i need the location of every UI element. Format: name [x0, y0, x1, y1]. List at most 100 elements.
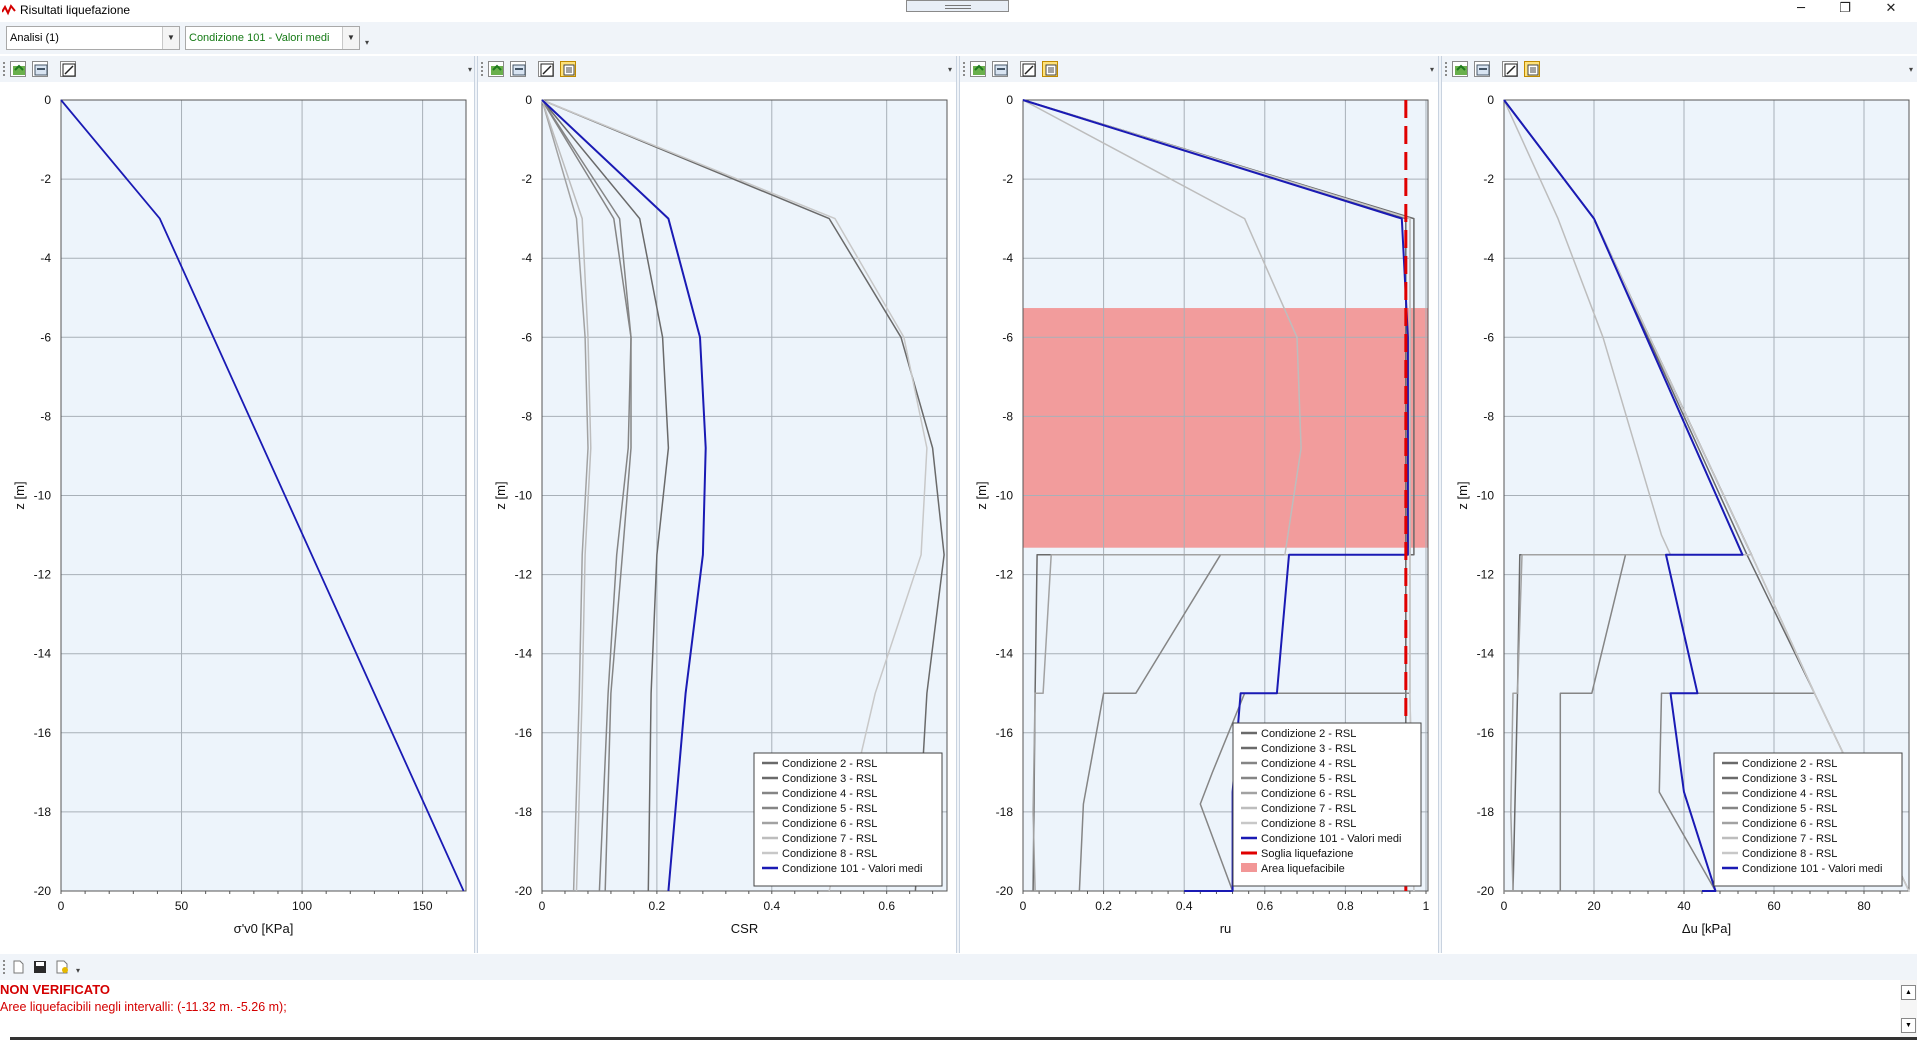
x-tick-label: 0.6 — [1256, 899, 1273, 913]
panel-toolbar: ▾ — [1442, 56, 1917, 82]
report-icon[interactable] — [54, 959, 70, 975]
legend-swatch — [1241, 863, 1257, 872]
chevron-down-icon[interactable]: ▼ — [342, 27, 359, 49]
y-tick-label: -20 — [34, 884, 52, 898]
panel-csr: ▾ 0 0.2 0.4 0.6 0 -2 -4 -6 -8 -10 -12 -14 -16 -18 -20 C… — [478, 56, 956, 953]
chevron-down-icon[interactable]: ▼ — [162, 27, 179, 49]
legend-toggle-icon[interactable] — [560, 61, 576, 77]
export-image-icon[interactable] — [488, 61, 504, 77]
copy-chart-icon[interactable] — [510, 61, 526, 77]
y-tick-label: -10 — [515, 489, 533, 503]
export-image-icon[interactable] — [10, 61, 26, 77]
legend-label: Condizione 4 - RSL — [782, 788, 877, 800]
save-icon[interactable] — [32, 959, 48, 975]
legend-toggle-icon[interactable] — [1042, 61, 1058, 77]
grip-icon[interactable] — [963, 62, 965, 76]
toolbar-overflow-icon[interactable]: ▾ — [365, 38, 370, 47]
window-title: Risultati liquefazione — [20, 3, 131, 17]
legend-label: Condizione 8 - RSL — [782, 848, 877, 860]
y-tick-label: -10 — [34, 489, 52, 503]
grip-icon[interactable] — [1445, 62, 1447, 76]
y-tick-label: -18 — [996, 805, 1014, 819]
y-tick-label: -20 — [1477, 884, 1495, 898]
y-tick-label: -8 — [521, 409, 532, 423]
bottom-border — [10, 1037, 1917, 1040]
y-tick-label: -8 — [40, 409, 51, 423]
grip-icon[interactable] — [3, 62, 5, 76]
status-panel: NON VERIFICATO Aree liquefacibili negli … — [0, 980, 1917, 1041]
legend: Condizione 2 - RSL Condizione 3 - RSL Cond… — [1232, 722, 1422, 887]
series-line-2 — [541, 99, 670, 892]
legend-label: Soglia liquefazione — [1261, 848, 1353, 860]
copy-chart-icon[interactable] — [992, 61, 1008, 77]
y-tick-label: -20 — [515, 884, 533, 898]
grip-icon[interactable] — [481, 62, 483, 76]
x-axis-label: σ'v0 [KPa] — [234, 921, 294, 936]
series-line-5 — [541, 99, 589, 892]
status-scrollbar[interactable]: ▲ ▼ — [1900, 980, 1917, 1037]
y-tick-label: -4 — [1002, 251, 1013, 265]
legend-label: Condizione 6 - RSL — [1261, 788, 1356, 800]
y-tick-label: -16 — [515, 726, 533, 740]
legend-label: Condizione 2 - RSL — [1742, 758, 1837, 770]
y-tick-label: -6 — [40, 330, 51, 344]
legend-label: Condizione 3 - RSL — [782, 773, 877, 785]
fit-zoom-icon[interactable] — [538, 61, 554, 77]
y-axis-label: z [m] — [974, 481, 989, 509]
panel-toolbar: ▾ — [478, 56, 956, 82]
export-image-icon[interactable] — [1452, 61, 1468, 77]
y-tick-label: -16 — [34, 726, 52, 740]
condition-select-value: Condizione 101 - Valori medi — [189, 32, 330, 44]
analysis-select[interactable]: Analisi (1) ▼ — [6, 26, 180, 50]
panel-splitter[interactable] — [474, 56, 478, 953]
y-tick-label: -18 — [515, 805, 533, 819]
overflow-icon[interactable]: ▾ — [1429, 65, 1434, 74]
x-tick-label: 0 — [1020, 899, 1027, 913]
x-tick-label: 0.2 — [1095, 899, 1112, 913]
new-document-icon[interactable] — [10, 959, 26, 975]
close-button[interactable]: ✕ — [1885, 1, 1897, 16]
condition-select[interactable]: Condizione 101 - Valori medi ▼ — [185, 26, 360, 50]
copy-chart-icon[interactable] — [32, 61, 48, 77]
x-tick-label: 1 — [1423, 899, 1430, 913]
dock-grip-handle[interactable] — [906, 0, 1009, 12]
y-tick-label: 0 — [44, 93, 51, 107]
x-tick-label: 0.6 — [878, 899, 895, 913]
chart-effective-stress: 0 50 100 150 0 -2 -4 -6 -8 -10 -12 -14 -16 -18 -20 σ'v0… — [12, 93, 467, 936]
legend-label: Condizione 4 - RSL — [1261, 758, 1356, 770]
overflow-icon[interactable]: ▾ — [467, 65, 472, 74]
y-tick-label: -14 — [34, 647, 52, 661]
maximize-button[interactable]: ❐ — [1839, 1, 1851, 16]
series-line-3 — [541, 99, 632, 892]
fit-zoom-icon[interactable] — [1020, 61, 1036, 77]
panel-splitter[interactable] — [956, 56, 960, 953]
legend-label: Condizione 8 - RSL — [1742, 848, 1837, 860]
scroll-down-icon[interactable]: ▼ — [1901, 1018, 1916, 1033]
copy-chart-icon[interactable] — [1474, 61, 1490, 77]
series-line-6 — [541, 99, 592, 892]
grip-icon[interactable] — [3, 960, 5, 974]
minimize-button[interactable]: ─ — [1797, 1, 1805, 16]
x-tick-label: 0 — [58, 899, 65, 913]
export-image-icon[interactable] — [970, 61, 986, 77]
y-tick-label: -10 — [1477, 489, 1495, 503]
panel-splitter[interactable] — [1438, 56, 1442, 953]
verdict-text: NON VERIFICATO — [0, 982, 111, 997]
scroll-up-icon[interactable]: ▲ — [1901, 985, 1916, 1000]
y-tick-label: -18 — [1477, 805, 1495, 819]
legend-box — [1713, 752, 1903, 887]
legend-toggle-icon[interactable] — [1524, 61, 1540, 77]
overflow-icon[interactable]: ▾ — [76, 966, 81, 975]
x-axis-label: ru — [1220, 921, 1232, 936]
x-tick-label: 0 — [539, 899, 546, 913]
x-axis-label: CSR — [731, 921, 758, 936]
legend-label: Condizione 6 - RSL — [1742, 818, 1837, 830]
fit-zoom-icon[interactable] — [60, 61, 76, 77]
chart-ru: 0 0.2 0.4 0.6 0.8 1 0 -2 -4 -6 -8 -10 -12 -14 -16 -18 -2… — [974, 93, 1430, 936]
x-tick-label: 80 — [1857, 899, 1871, 913]
legend-label: Condizione 5 - RSL — [1261, 773, 1356, 785]
overflow-icon[interactable]: ▾ — [1908, 65, 1913, 74]
fit-zoom-icon[interactable] — [1502, 61, 1518, 77]
legend-label: Condizione 8 - RSL — [1261, 818, 1356, 830]
overflow-icon[interactable]: ▾ — [947, 65, 952, 74]
